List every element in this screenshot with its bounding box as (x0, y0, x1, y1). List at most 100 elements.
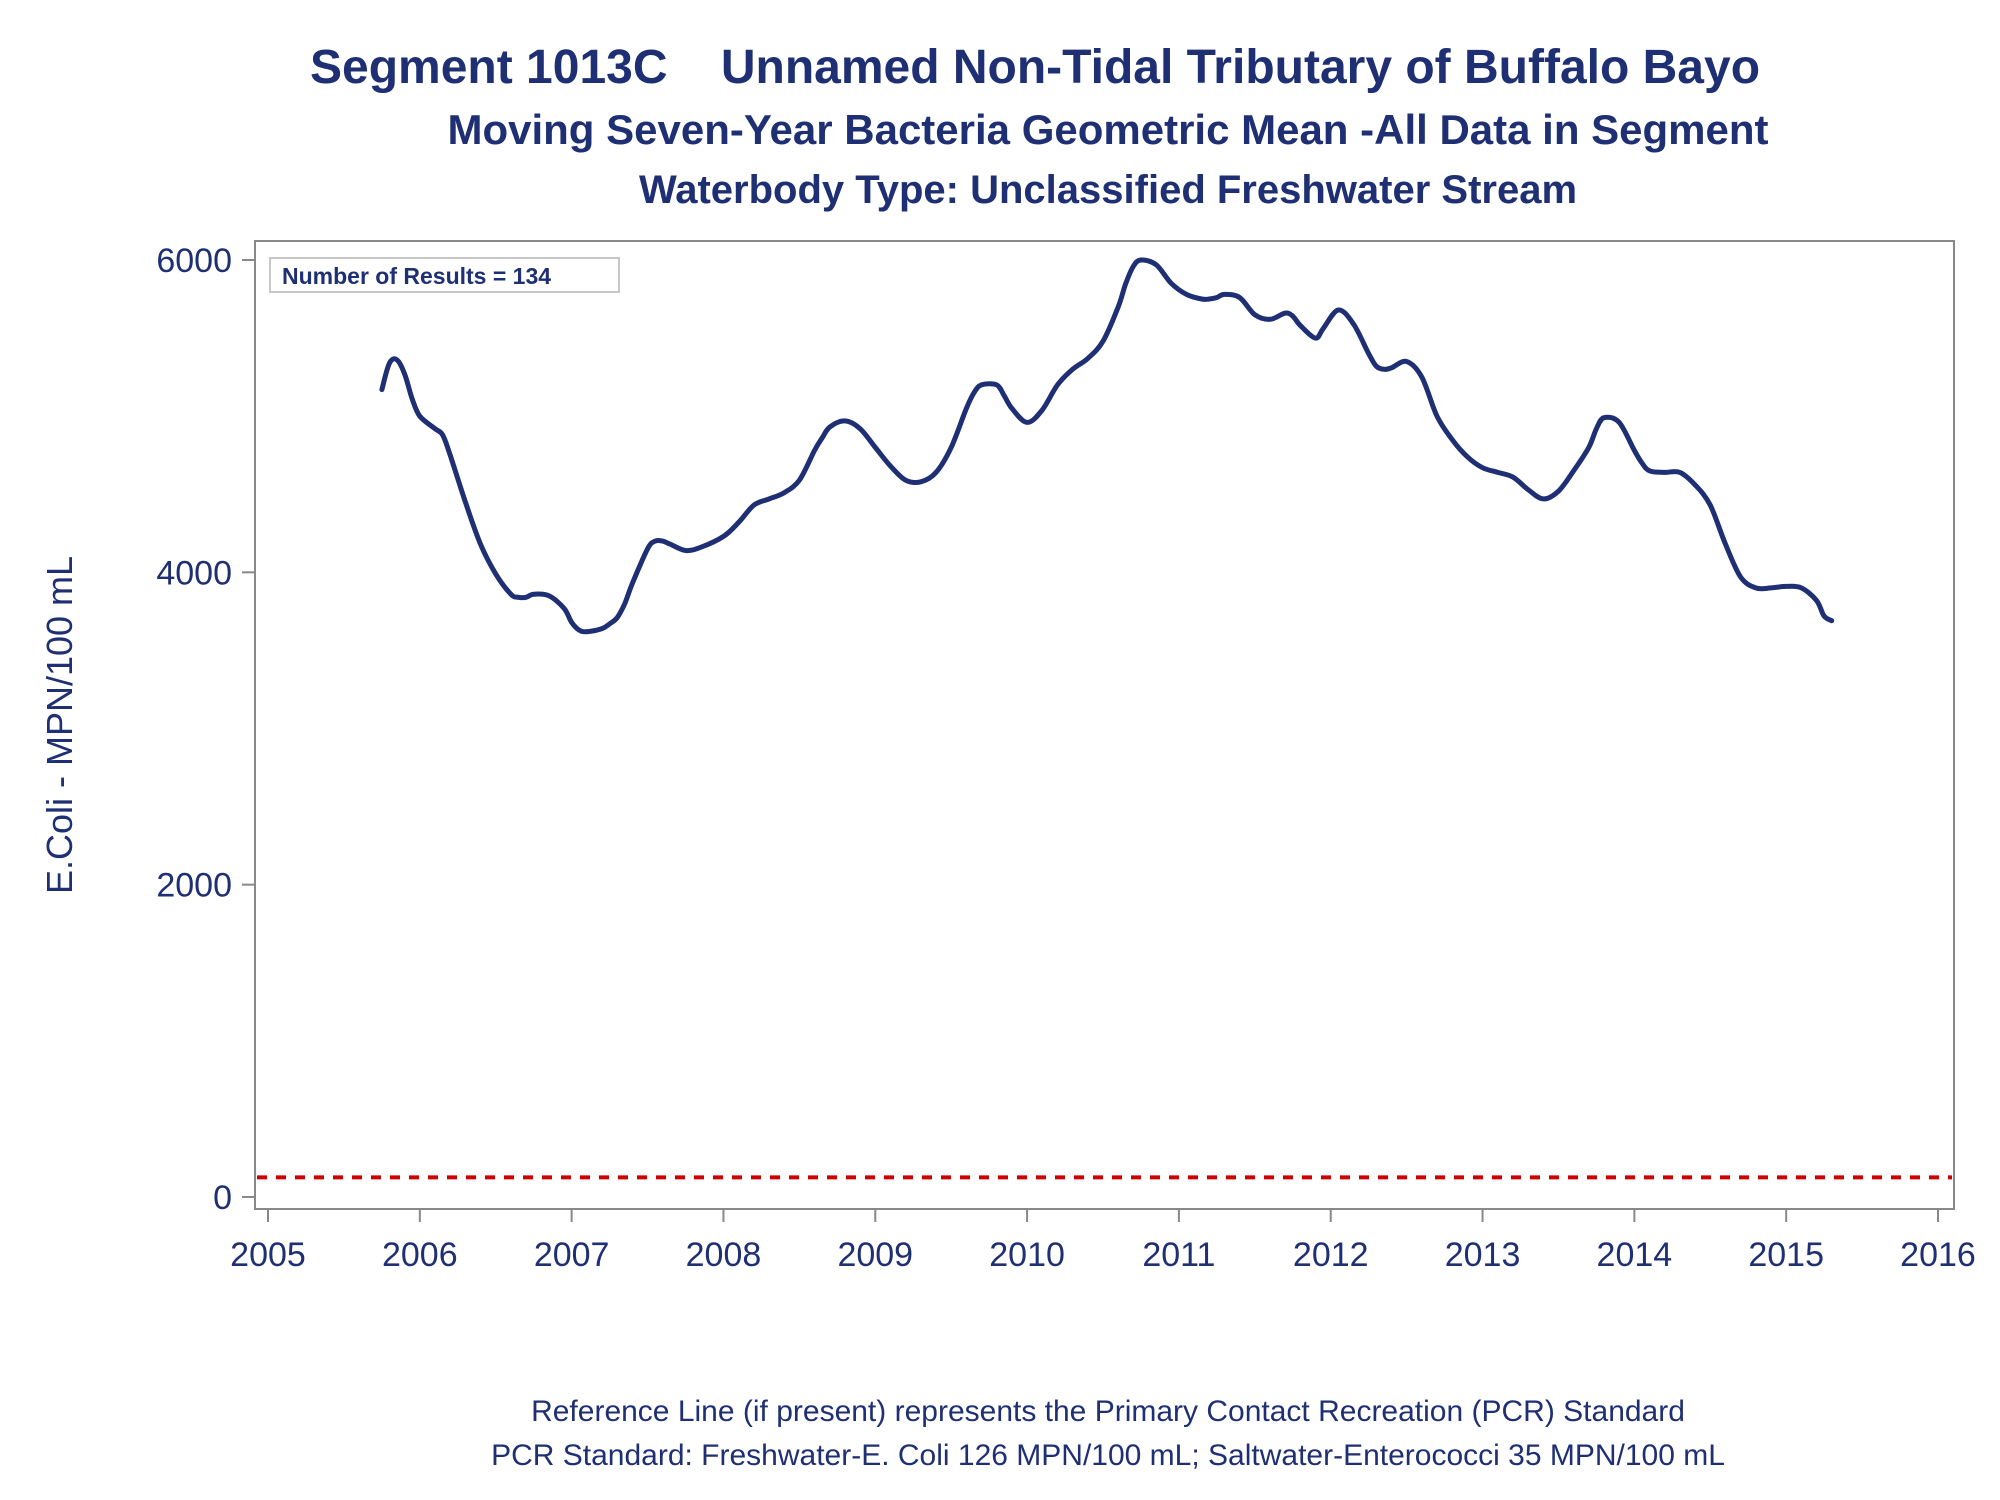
data-point (1632, 449, 1636, 453)
data-point (1390, 366, 1394, 370)
x-tick-label: 2009 (837, 1236, 913, 1274)
x-tick-label: 2012 (1293, 1236, 1369, 1274)
x-tick-label: 2006 (382, 1236, 458, 1274)
data-point (1450, 438, 1454, 442)
footnote-pcr-standard: PCR Standard: Freshwater-E. Coli 126 MPN… (491, 1439, 1725, 1472)
data-point (995, 383, 999, 387)
data-point (1724, 542, 1728, 546)
data-point (1002, 394, 1006, 398)
data-point (600, 627, 604, 631)
data-point (1405, 360, 1409, 364)
data-point (1465, 455, 1469, 459)
x-tick-label: 2013 (1445, 1236, 1521, 1274)
data-point (668, 542, 672, 546)
x-tick-label: 2014 (1597, 1236, 1673, 1274)
data-point (889, 464, 893, 468)
data-point (448, 453, 452, 457)
chart-subtitle-waterbody: Waterbody Type: Unclassified Freshwater … (638, 168, 1578, 212)
data-point (1010, 406, 1014, 410)
data-point (737, 520, 741, 524)
data-point (1420, 375, 1424, 379)
data-point (517, 595, 521, 599)
data-point (1101, 339, 1105, 343)
data-point (972, 391, 976, 395)
data-point (1435, 414, 1439, 418)
data-point (1541, 497, 1545, 501)
data-point (1799, 586, 1803, 590)
data-point (1374, 364, 1378, 368)
y-tick-label: 6000 (156, 242, 232, 280)
data-point (1648, 469, 1652, 473)
data-point (1367, 352, 1371, 356)
y-axis-label: E.Coli - MPN/100 mL (39, 556, 80, 894)
x-tick-label: 2008 (686, 1236, 762, 1274)
data-point (904, 478, 908, 482)
data-point (1594, 427, 1598, 431)
data-point (1215, 296, 1219, 300)
data-point (433, 427, 437, 431)
data-point (813, 449, 817, 453)
data-point (1116, 305, 1120, 309)
chart-subtitle: Moving Seven-Year Bacteria Geometric Mea… (447, 106, 1769, 153)
data-point (608, 622, 612, 626)
number-of-results-label: Number of Results = 134 (282, 263, 551, 289)
data-point (919, 480, 923, 484)
footnote-reference-line: Reference Line (if present) represents t… (531, 1395, 1685, 1428)
data-point (1139, 258, 1143, 262)
data-point (1526, 488, 1530, 492)
data-point (934, 470, 938, 474)
data-point (767, 497, 771, 501)
data-point (1830, 619, 1834, 623)
data-point (1124, 281, 1128, 285)
data-point (395, 358, 399, 362)
data-point (1663, 470, 1667, 474)
data-point (1238, 296, 1242, 300)
data-point (873, 445, 877, 449)
data-point (1693, 483, 1697, 487)
data-point (1253, 313, 1257, 317)
data-point (570, 620, 574, 624)
data-point (1314, 336, 1318, 340)
data-point (1185, 292, 1189, 296)
data-point (964, 406, 968, 410)
data-point (547, 594, 551, 598)
data-point (1739, 575, 1743, 579)
data-point (980, 383, 984, 387)
plot-frame (254, 240, 1955, 1210)
data-point (752, 503, 756, 507)
y-tick-label: 2000 (156, 867, 232, 905)
data-point (1040, 408, 1044, 412)
data-point (1154, 263, 1158, 267)
data-point (653, 539, 657, 543)
data-point (646, 547, 650, 551)
data-point (949, 445, 953, 449)
data-point (1784, 584, 1788, 588)
data-point (1382, 367, 1386, 371)
x-tick-label: 2015 (1748, 1236, 1824, 1274)
data-point (1511, 475, 1515, 479)
data-point (684, 549, 688, 553)
x-tick-label: 2016 (1900, 1236, 1976, 1274)
data-point (463, 500, 467, 504)
data-point (532, 592, 536, 596)
data-point (410, 397, 414, 401)
data-point (1086, 356, 1090, 360)
data-point (1352, 322, 1356, 326)
data-point (1223, 292, 1227, 296)
data-point (380, 388, 384, 392)
data-point (1587, 445, 1591, 449)
data-point (388, 361, 392, 365)
data-point (1291, 314, 1295, 318)
data-point (615, 616, 619, 620)
series-line (379, 257, 1835, 635)
data-point (1071, 367, 1075, 371)
data-point (1336, 308, 1340, 312)
data-point (1557, 489, 1561, 493)
series-points (380, 258, 1834, 634)
data-point (509, 592, 513, 596)
data-point (585, 630, 589, 634)
data-point (1268, 317, 1272, 321)
inset-box (269, 257, 620, 293)
data-point (623, 602, 627, 606)
y-tick-label: 0 (213, 1179, 232, 1217)
